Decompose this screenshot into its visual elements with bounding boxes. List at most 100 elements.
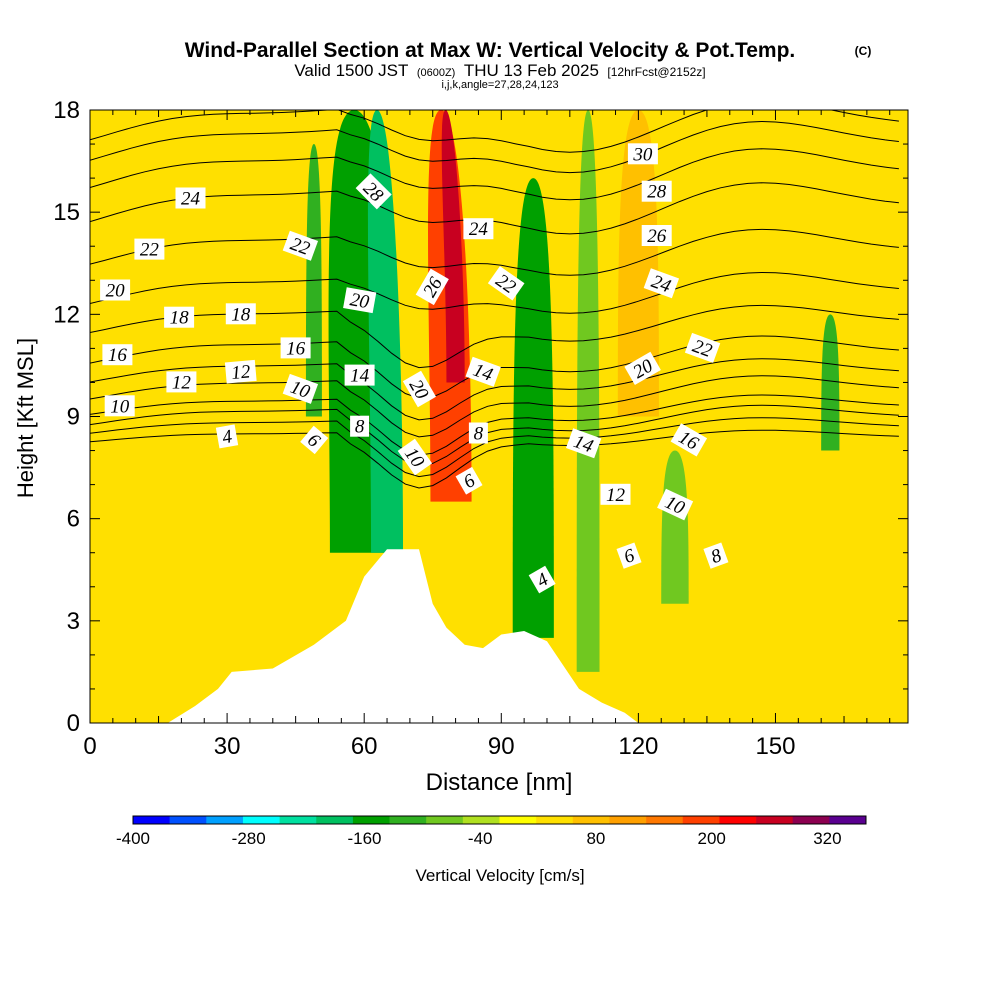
y-tick-label: 15 [53, 199, 80, 226]
velocity-band [441, 110, 465, 383]
chart-subtitle: Valid 1500 JST (0600Z) THU 13 Feb 2025 [… [294, 61, 705, 80]
colorbar-tick-label: 200 [698, 829, 726, 848]
isentrope-label: 24 [175, 187, 206, 210]
velocity-band [821, 314, 840, 451]
colorbar-tick-label: -160 [347, 829, 381, 848]
colorbar-label: Vertical Velocity [cm/s] [415, 866, 584, 885]
isentrope-label: 22 [684, 332, 721, 363]
colorbar-swatch [682, 816, 720, 824]
isentrope-label: 14 [344, 364, 375, 387]
isentrope-label-text: 12 [172, 372, 192, 393]
colorbar-swatch [462, 816, 500, 824]
subtitle-date: THU 13 Feb 2025 [464, 61, 599, 80]
isentrope-label-box [565, 428, 602, 459]
isentrope-label-box [657, 488, 694, 521]
isentrope-label-text: 28 [647, 182, 667, 203]
isentrope [90, 110, 899, 153]
isentrope-label-box [703, 542, 729, 569]
isentrope-label: 26 [641, 225, 672, 247]
isentrope [90, 228, 899, 276]
isentrope-label-box [641, 180, 672, 202]
isentrope-label-text: 12 [230, 361, 251, 384]
isentrope-label-box [402, 370, 437, 408]
y-tick-label: 18 [53, 97, 80, 124]
y-axis-label: Height [Kft MSL] [13, 338, 38, 498]
terrain-mask [90, 549, 639, 723]
isentrope [90, 417, 899, 478]
isentrope-label: 12 [224, 359, 257, 384]
isentrope-label: 4 [215, 424, 239, 449]
colorbar-tick-label: 320 [813, 829, 841, 848]
isentrope-label-box [166, 371, 197, 393]
isentrope-label-box [670, 423, 708, 457]
isentrope-label-text: 14 [350, 366, 370, 387]
colorbar-swatch [389, 816, 427, 824]
x-axis-label: Distance [nm] [426, 769, 573, 796]
isentrope-label: 18 [225, 303, 256, 325]
colorbar-swatch [169, 816, 207, 824]
isentrope [90, 304, 899, 369]
isentrope-label: 12 [600, 483, 631, 506]
isentrope-label-text: 8 [355, 417, 365, 438]
isentrope-label-box [487, 266, 525, 301]
x-tick-label: 120 [618, 733, 658, 760]
isentrope-label: 30 [627, 143, 658, 165]
isentrope-label-box [343, 287, 377, 314]
colorbar-swatch [316, 816, 354, 824]
isentrope-label: 10 [282, 373, 319, 404]
isentrope-label-box [397, 438, 433, 476]
isentrope [90, 182, 899, 235]
isentrope-label: 8 [350, 415, 370, 438]
isentrope-label-box [280, 337, 311, 359]
isentrope-label-box [627, 143, 658, 165]
isentrope-label-text: 16 [286, 338, 306, 359]
isentrope-label: 6 [455, 466, 483, 495]
isentrope-label-box [102, 344, 133, 366]
isentrope-label: 22 [282, 230, 319, 261]
isentrope-label-text: 20 [348, 289, 371, 313]
colorbar-swatch [352, 816, 390, 824]
colorbar-swatch [609, 816, 647, 824]
isentrope [90, 120, 899, 174]
isentrope-label-box [300, 425, 329, 455]
isentrope-label-box [355, 173, 392, 210]
isentrope-label: 10 [104, 395, 135, 417]
isentrope-label-text: 4 [221, 426, 234, 448]
isentrope [90, 271, 899, 314]
velocity-band [512, 178, 554, 638]
y-tick-label: 3 [67, 608, 80, 635]
colorbar-swatch [426, 816, 464, 824]
subtitle-forecast: [12hrFcst@2152z] [607, 65, 705, 79]
isentrope-label-box [600, 483, 631, 505]
isentrope-lines [90, 110, 899, 489]
colorbar-swatch [646, 816, 684, 824]
isentrope-label-box [104, 395, 135, 417]
isentrope-label: 24 [463, 218, 494, 240]
isentrope-label: 16 [280, 337, 311, 359]
isentrope-label-box [415, 268, 449, 306]
isentrope-label: 6 [300, 425, 329, 455]
copyright-mark: (C) [855, 44, 872, 58]
chart-title: Wind-Parallel Section at Max W: Vertical… [185, 39, 796, 62]
isentrope-label: 24 [643, 268, 680, 299]
colorbar-swatch [499, 816, 537, 824]
isentrope-label-text: 26 [647, 226, 667, 247]
isentrope-label-box [224, 359, 257, 384]
isentrope-label-box [463, 218, 494, 240]
isentrope-label-box [643, 268, 680, 299]
isentrope-label-text: 22 [140, 240, 160, 261]
y-tick-label: 9 [67, 404, 80, 431]
isentrope [90, 394, 899, 456]
isentrope-label-text: 24 [181, 189, 201, 210]
isentrope-label-box [624, 351, 661, 385]
isentrope-label: 6 [616, 542, 642, 569]
indices-label: i,j,k,angle=27,28,24,123 [441, 79, 558, 91]
isentrope-label-text: 18 [170, 308, 190, 329]
axes: 0 30 60 90 120 150 0 3 6 9 12 15 18 [53, 97, 908, 760]
y-tick-label: 6 [67, 506, 80, 533]
x-tick-label: 0 [83, 733, 96, 760]
isentrope-label: 20 [343, 287, 377, 314]
x-tick-label: 60 [351, 733, 378, 760]
isentrope-label-box [641, 225, 672, 246]
